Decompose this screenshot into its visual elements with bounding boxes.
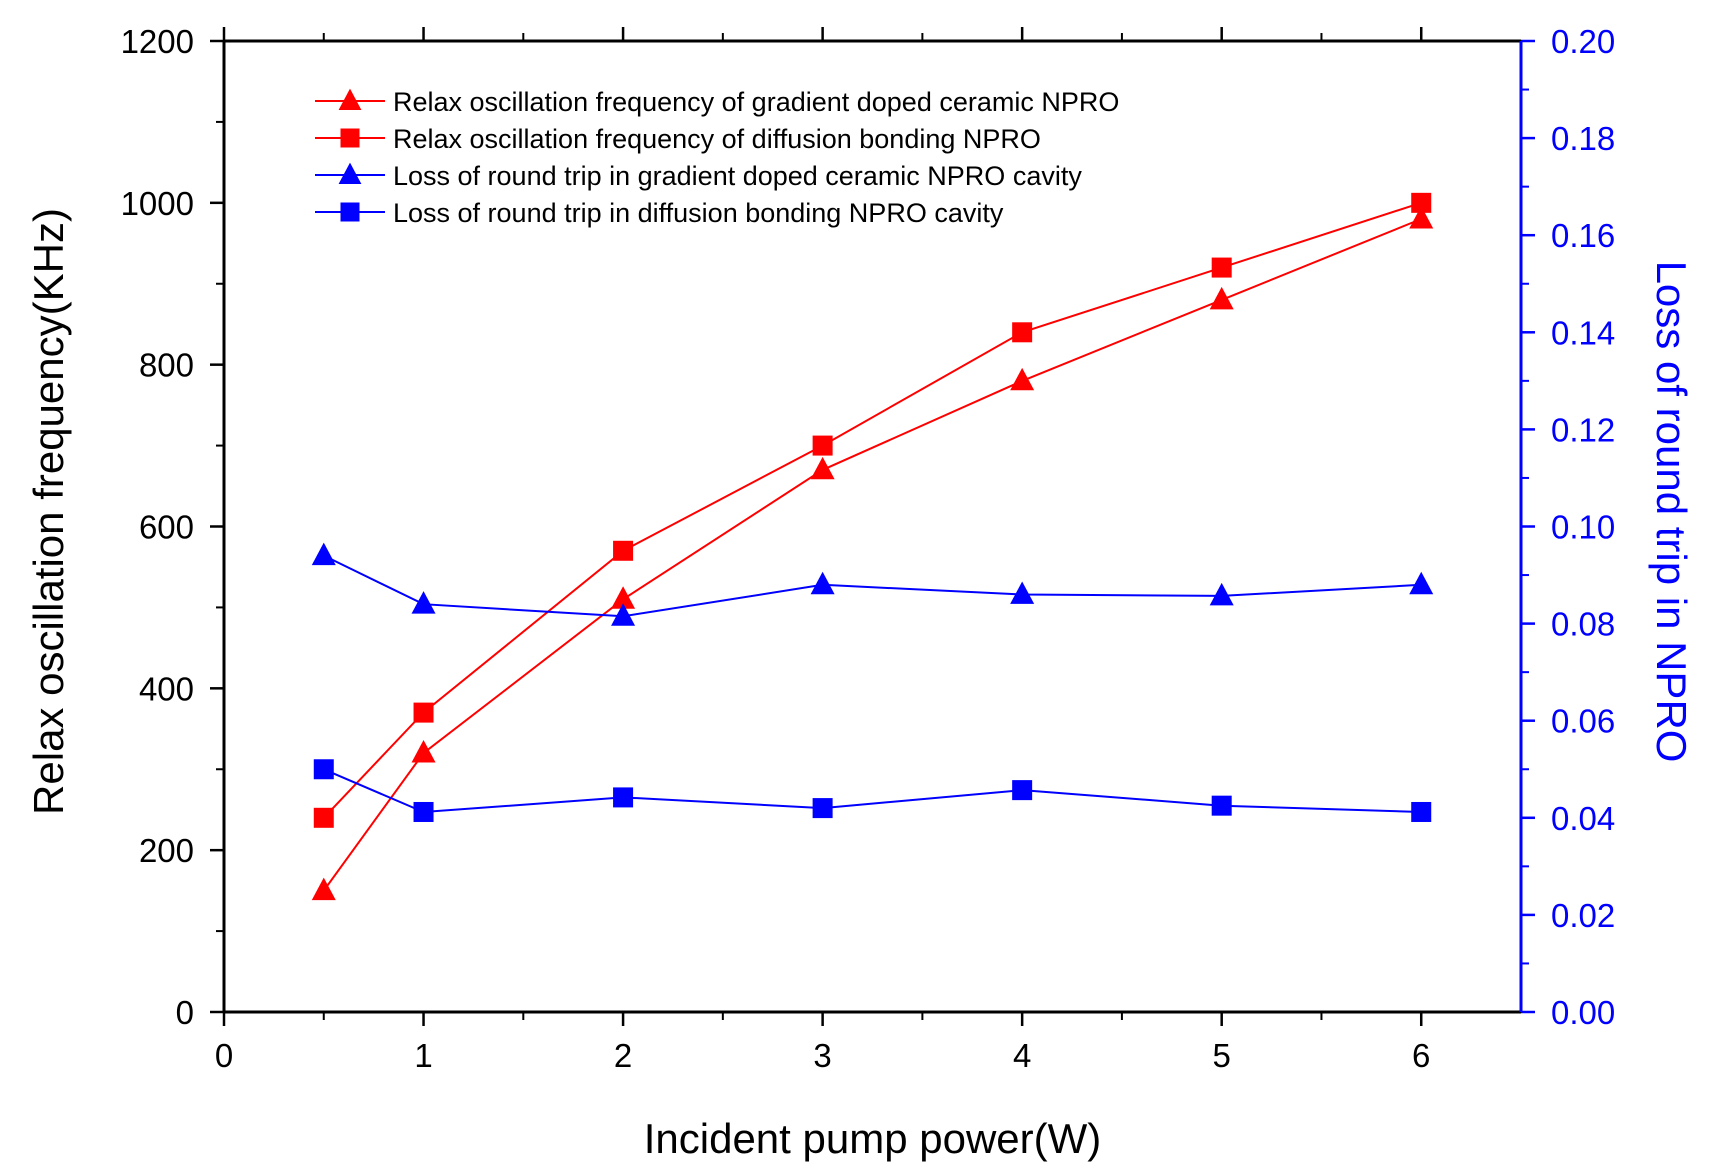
y2-tick-label: 0.12 (1551, 411, 1615, 448)
y2-tick-label: 0.14 (1551, 314, 1615, 351)
y2-tick-label: 0.16 (1551, 217, 1615, 254)
x-tick-label: 2 (614, 1037, 632, 1074)
legend-marker-1 (338, 88, 362, 110)
legend-label-4: Loss of round trip in diffusion bonding … (393, 198, 1004, 228)
series-3 (311, 542, 1434, 626)
y-tick-label: 600 (139, 509, 194, 546)
axes-layer: 0 1 2 3 4 5 6 0 200 400 600 800 1000 1200 0.00 0.02 0.04… (121, 23, 1616, 1074)
y2-axis-title: Loss of round trip in NPRO (1648, 261, 1695, 763)
series-2-point (1211, 257, 1232, 278)
series-2-point (413, 702, 434, 723)
y-axis-title: Relax oscillation frequency(KHz) (25, 208, 72, 815)
series-1-point (1409, 205, 1434, 229)
series-3-point (1010, 581, 1035, 604)
series-4-point (1012, 780, 1033, 801)
series-1-point (311, 877, 336, 901)
y-tick-label: 800 (139, 347, 194, 384)
series-3-point (1409, 571, 1434, 595)
series-2-point (1012, 322, 1033, 343)
series-2-point (812, 435, 833, 456)
series-1-line (322, 218, 1422, 892)
series-2-point (1411, 192, 1432, 213)
series-4-point (1211, 795, 1232, 816)
series-4-point (812, 798, 833, 819)
series-3-point (311, 542, 336, 566)
legend-marker-3 (338, 162, 362, 184)
series-layer (311, 192, 1434, 901)
series-4-point (313, 759, 334, 780)
y2-tick-label: 0.04 (1551, 800, 1615, 837)
legend-marker-2 (340, 128, 360, 148)
series-4 (313, 759, 1432, 822)
legend-label-2: Relax oscillation frequency of diffusion… (393, 124, 1041, 154)
legend-label-1: Relax oscillation frequency of gradient … (393, 87, 1119, 117)
x-tick-label: 1 (414, 1037, 432, 1074)
y2-tick-label: 0.08 (1551, 606, 1615, 643)
x-tick-label: 6 (1412, 1037, 1430, 1074)
y2-tick-label: 0.18 (1551, 120, 1615, 157)
y-tick-label: 1000 (121, 185, 194, 222)
x-tick-label: 0 (215, 1037, 233, 1074)
series-2 (313, 192, 1432, 828)
x-tick-label: 4 (1013, 1037, 1031, 1074)
series-4-line (323, 768, 1422, 814)
y2-tick-label: 0.06 (1551, 703, 1615, 740)
series-1-point (810, 456, 835, 480)
series-3-line (323, 554, 1422, 618)
x-tick-label: 3 (813, 1037, 831, 1074)
series-1-point (411, 740, 436, 763)
series-4-point (1411, 801, 1432, 822)
y2-tick-label: 0.10 (1551, 509, 1615, 546)
legend: Relax oscillation frequency of gradient … (315, 87, 1119, 228)
series-1 (311, 205, 1434, 901)
y2-tick-label: 0.00 (1551, 994, 1615, 1031)
y2-tick-label: 0.02 (1551, 897, 1615, 934)
series-1-point (611, 586, 636, 609)
y-tick-label: 0 (176, 994, 194, 1031)
legend-label-3: Loss of round trip in gradient doped cer… (393, 161, 1082, 191)
series-1-point (1209, 286, 1234, 310)
y2-tick-label: 0.20 (1551, 23, 1615, 60)
legend-marker-4 (340, 202, 360, 222)
x-axis-title: Incident pump power(W) (644, 1115, 1102, 1162)
series-2-point (613, 540, 634, 561)
series-3-point (611, 603, 636, 626)
series-4-point (413, 801, 434, 822)
series-2-line (323, 201, 1422, 819)
y-tick-label: 200 (139, 832, 194, 869)
series-1-point (1010, 367, 1035, 391)
y-tick-label: 1200 (121, 23, 194, 60)
y-tick-label: 400 (139, 670, 194, 707)
series-3-point (411, 591, 436, 614)
series-3-point (810, 571, 835, 595)
series-4-point (613, 787, 634, 808)
series-3-point (1209, 582, 1234, 606)
series-2-point (313, 807, 334, 828)
x-tick-label: 5 (1213, 1037, 1231, 1074)
